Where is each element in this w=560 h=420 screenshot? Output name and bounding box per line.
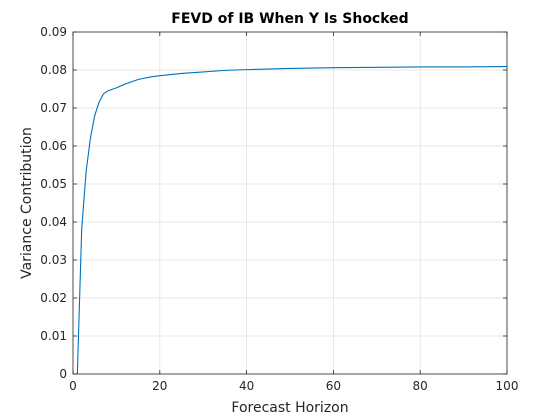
series-layer [76, 66, 508, 375]
y-tick-label: 0.04 [40, 215, 67, 229]
y-tick-label: 0.03 [40, 253, 67, 267]
plot-area [73, 32, 507, 374]
y-tick-label: 0.01 [40, 329, 67, 343]
x-tick-label: 20 [152, 379, 167, 393]
x-axis-title: Forecast Horizon [231, 400, 348, 416]
x-tick-label: 100 [496, 379, 519, 393]
y-tick-label: 0 [59, 367, 67, 381]
plot-frame [72, 31, 508, 375]
x-tick-label: 80 [413, 379, 428, 393]
y-tick-label: 0.07 [40, 101, 67, 115]
x-tick-label: 40 [239, 379, 254, 393]
y-tick-label: 0.09 [40, 25, 67, 39]
y-tick-label: 0.06 [40, 139, 67, 153]
axis-ticks: 0 20 40 60 80 100 0 0.01 0.02 0.03 0.04 0.05 0.06 0.0… [40, 25, 518, 393]
grid-lines [72, 31, 508, 375]
y-tick-label: 0.08 [40, 63, 67, 77]
y-tick-label: 0.02 [40, 291, 67, 305]
series-line-0 [76, 66, 508, 375]
chart-title: FEVD of IB When Y Is Shocked [171, 11, 408, 27]
y-tick-label: 0.05 [40, 177, 67, 191]
x-tick-label: 60 [326, 379, 341, 393]
x-tick-label: 0 [69, 379, 77, 393]
y-axis-title: Variance Contribution [19, 127, 35, 279]
